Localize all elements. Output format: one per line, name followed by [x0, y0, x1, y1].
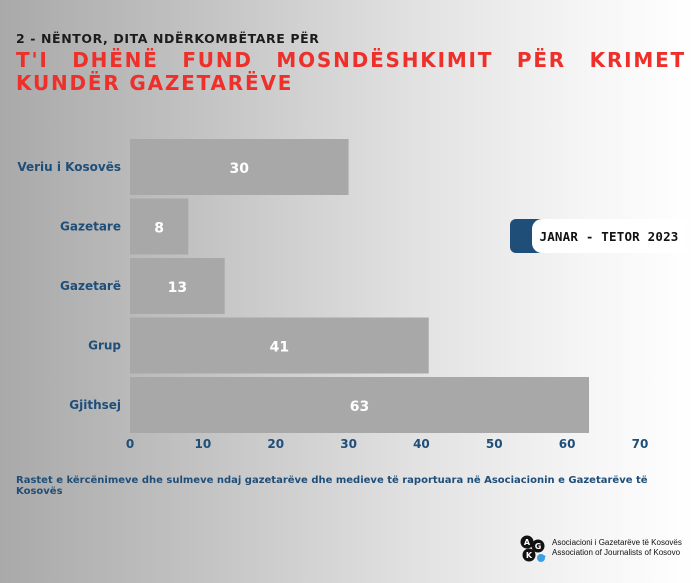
x-axis-ticks: 0 10 20 30 40 50 60 70	[126, 437, 649, 451]
bar-chart: Veriu i Kosovës Gazetare Gazetarë Grup Gjith…	[17, 139, 649, 451]
bar-4	[130, 377, 589, 433]
svg-text:K: K	[526, 551, 533, 560]
svg-text:A: A	[524, 538, 531, 547]
logo-text: Asociacioni i Gazetarëve të Kosovës Asso…	[552, 538, 682, 558]
agk-logo-mark: A G K	[520, 535, 546, 562]
bar-0	[130, 139, 349, 195]
category-label-4: Gjithsej	[69, 398, 121, 412]
logo-line-1: Asociacioni i Gazetarëve të Kosovës	[552, 538, 682, 547]
kicker-heading: 2 - NËNTOR, DITA NDËRKOMBËTARE PËR	[16, 31, 320, 46]
data-label-4: 63	[350, 399, 369, 415]
logo-line-2: Association of Journalists of Kosovo	[552, 548, 681, 557]
x-tick-2: 20	[267, 437, 284, 451]
bar-2	[130, 258, 225, 314]
x-tick-6: 60	[559, 437, 576, 451]
x-tick-7: 70	[632, 437, 649, 451]
x-tick-5: 50	[486, 437, 503, 451]
x-tick-1: 10	[195, 437, 212, 451]
agk-logo: A G K Asociacioni i Gazetarëve të Kosovë…	[519, 535, 694, 565]
data-label-1: 8	[154, 221, 164, 237]
period-badge: JANAR - TETOR 2023	[510, 219, 686, 253]
svg-text:G: G	[535, 542, 542, 551]
data-label-0: 30	[230, 161, 250, 177]
category-label-3: Grup	[88, 339, 121, 353]
chart-caption: Rastet e kërcënimeve dhe sulmeve ndaj ga…	[16, 475, 648, 497]
badge-text: JANAR - TETOR 2023	[539, 228, 679, 244]
category-labels: Veriu i Kosovës Gazetare Gazetarë Grup Gjith…	[17, 160, 121, 412]
page-title: T'I DHËNË FUND MOSNDËSHKIMIT PËR KRIMET …	[16, 48, 686, 95]
x-tick-4: 40	[413, 437, 430, 451]
x-tick-3: 30	[340, 437, 357, 451]
data-label-2: 13	[168, 280, 187, 296]
category-label-2: Gazetarë	[60, 279, 121, 293]
bar-1	[130, 198, 189, 255]
category-label-1: Gazetare	[60, 220, 121, 234]
x-tick-0: 0	[126, 437, 134, 451]
data-labels: 30 8 13 41 63	[154, 161, 369, 415]
category-label-0: Veriu i Kosovës	[17, 160, 121, 174]
bars-group	[130, 139, 589, 433]
bar-3	[130, 317, 429, 374]
badge-body: JANAR - TETOR 2023	[532, 219, 686, 253]
data-label-3: 41	[270, 340, 289, 356]
